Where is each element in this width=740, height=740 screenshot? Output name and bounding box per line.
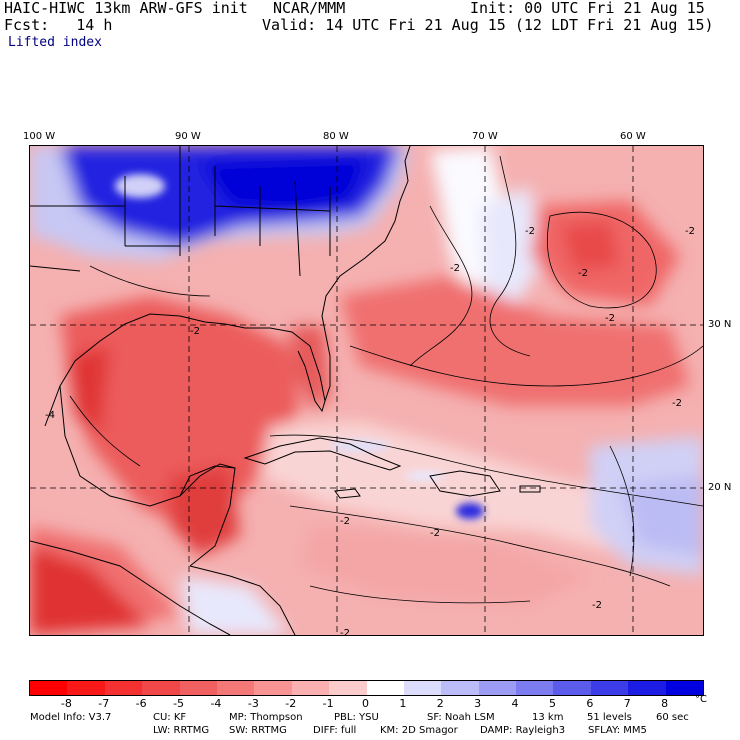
colorbar-tick-label: -2	[285, 697, 297, 710]
contour-label: -2	[578, 268, 588, 279]
field-name: Lifted index	[8, 35, 102, 50]
sw-scheme: SW: RRTMG	[229, 725, 287, 736]
field-patches	[30, 146, 703, 635]
map-canvas: -2 -2 -2 -2 -2 -4 -2 -2 -2 -2 -2 -2	[30, 146, 703, 635]
contour-label-group: -2 -2 -2 -2 -2 -4 -2 -2 -2 -2 -2 -2	[45, 226, 695, 635]
colorbar-tick-label: -5	[173, 697, 185, 710]
contour-label: -2	[592, 600, 602, 611]
timestep: 60 sec	[656, 712, 689, 723]
colorbar-swatch	[30, 681, 68, 695]
colorbar-tick-label: -6	[135, 697, 147, 710]
pbl-scheme: PBL: YSU	[334, 712, 379, 723]
contour-label: -2	[450, 263, 460, 274]
resolution: 13 km	[532, 712, 564, 723]
colorbar-swatch	[516, 681, 554, 695]
colorbar	[29, 680, 704, 696]
colorbar-swatch	[478, 681, 517, 695]
model-info: Model Info: V3.7	[30, 712, 112, 723]
colorbar-tick-label: 5	[548, 697, 556, 710]
lon-label-60w: 60 W	[620, 131, 646, 142]
colorbar-tick-label: -7	[98, 697, 110, 710]
colorbar-swatch	[329, 681, 367, 695]
colorbar-unit: °C	[695, 694, 707, 705]
latlon-grid	[30, 146, 703, 635]
contour-label: -2	[525, 226, 535, 237]
colorbar-swatch	[366, 681, 404, 695]
lon-label-80w: 80 W	[323, 131, 349, 142]
contour-label: -2	[190, 326, 200, 337]
lon-label-100w: 100 W	[23, 131, 56, 142]
damp-scheme: DAMP: Rayleigh3	[480, 725, 566, 736]
contour-label: -2	[605, 313, 615, 324]
lon-label-90w: 90 W	[175, 131, 201, 142]
colorbar-swatch	[179, 681, 217, 695]
colorbar-swatch	[142, 681, 180, 695]
colorbar-swatch	[553, 681, 591, 695]
lat-label-20n: 20 N	[708, 482, 732, 493]
colorbar-tick-label: -4	[210, 697, 222, 710]
colorbar-tick-label: 6	[586, 697, 594, 710]
coastlines	[30, 146, 541, 635]
colorbar-tick-label: 4	[511, 697, 519, 710]
contour-label: -2	[340, 628, 350, 635]
levels: 51 levels	[587, 712, 632, 723]
org-label: NCAR/MMM	[273, 0, 346, 17]
colorbar-swatch	[216, 681, 255, 695]
lw-scheme: LW: RRTMG	[153, 725, 210, 736]
sf-scheme: SF: Noah LSM	[427, 712, 495, 723]
colorbar-tick-label: 0	[362, 697, 369, 710]
mp-scheme: MP: Thompson	[229, 712, 303, 723]
colorbar-tick-label: -8	[60, 697, 72, 710]
colorbar-swatch	[291, 681, 330, 695]
lifted-index-map: -2 -2 -2 -2 -2 -4 -2 -2 -2 -2 -2 -2	[29, 145, 704, 636]
init-time: Init: 00 UTC Fri 21 Aug 15	[470, 0, 705, 17]
forecast-hour: Fcst: 14 h	[4, 16, 113, 34]
colorbar-tick-label: 3	[474, 697, 482, 710]
colorbar-tick-label: 1	[399, 697, 407, 710]
contour-label: -2	[672, 398, 682, 409]
cu-scheme: CU: KF	[153, 712, 187, 723]
valid-time: Valid: 14 UTC Fri 21 Aug 15 (12 LDT Fri …	[262, 16, 714, 34]
contours	[69, 155, 703, 604]
colorbar-tick-label: 2	[436, 697, 444, 710]
model-title: HAIC-HIWC 13km ARW-GFS init	[4, 0, 248, 17]
colorbar-tick-label: -1	[322, 697, 334, 710]
colorbar-swatch	[665, 681, 704, 695]
colorbar-tick-label: 8	[661, 697, 669, 710]
colorbar-swatch	[67, 681, 105, 695]
lon-label-70w: 70 W	[472, 131, 498, 142]
colorbar-swatch	[441, 681, 479, 695]
lat-label-30n: 30 N	[708, 319, 732, 330]
colorbar-swatch	[403, 681, 442, 695]
diff-scheme: DIFF: full	[313, 725, 357, 736]
colorbar-swatch	[254, 681, 292, 695]
sflay-scheme: SFLAY: MM5	[588, 725, 647, 736]
colorbar-tick-label: -3	[247, 697, 259, 710]
colorbar-swatch	[590, 681, 629, 695]
km-scheme: KM: 2D Smagor	[380, 725, 458, 736]
contour-label: -4	[45, 410, 55, 421]
contour-label: -2	[340, 516, 350, 527]
colorbar-tick-label: 7	[623, 697, 631, 710]
contour-label: -2	[430, 528, 440, 539]
contour-label: -2	[685, 226, 695, 237]
colorbar-swatch	[628, 681, 666, 695]
colorbar-swatch	[104, 681, 143, 695]
